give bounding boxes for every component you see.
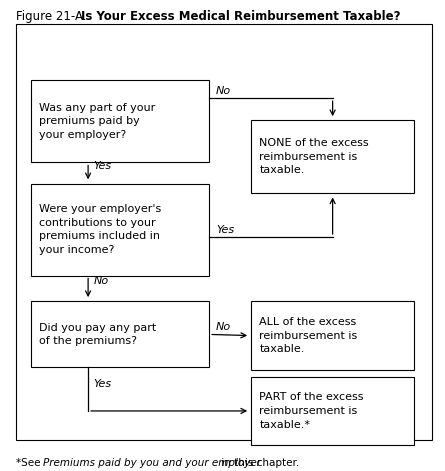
Text: Premiums paid by you and your employer: Premiums paid by you and your employer (43, 457, 261, 468)
Text: Yes: Yes (93, 379, 112, 389)
Text: No: No (216, 322, 231, 332)
Text: Were your employer's
contributions to your
premiums included in
your income?: Were your employer's contributions to yo… (39, 204, 162, 255)
Text: in this chapter.: in this chapter. (218, 457, 299, 468)
Bar (31, 80, 209, 162)
Bar (251, 301, 414, 370)
Bar (16, 24, 432, 440)
Bar (31, 184, 209, 276)
Text: PART of the excess
reimbursement is
taxable.*: PART of the excess reimbursement is taxa… (259, 392, 364, 430)
Text: Did you pay any part
of the premiums?: Did you pay any part of the premiums? (39, 323, 156, 346)
Bar (251, 120, 414, 193)
Text: Figure 21-A.: Figure 21-A. (16, 10, 90, 23)
Text: Was any part of your
premiums paid by
your employer?: Was any part of your premiums paid by yo… (39, 103, 155, 140)
Text: Yes: Yes (93, 161, 112, 171)
Bar (31, 301, 209, 367)
Text: Yes: Yes (216, 225, 234, 235)
Bar (251, 377, 414, 445)
Text: NONE of the excess
reimbursement is
taxable.: NONE of the excess reimbursement is taxa… (259, 138, 369, 175)
Text: Is Your Excess Medical Reimbursement Taxable?: Is Your Excess Medical Reimbursement Tax… (81, 10, 401, 23)
Text: No: No (216, 86, 231, 96)
Text: *See: *See (16, 457, 43, 468)
Text: ALL of the excess
reimbursement is
taxable.: ALL of the excess reimbursement is taxab… (259, 317, 358, 354)
Text: No: No (93, 276, 109, 286)
